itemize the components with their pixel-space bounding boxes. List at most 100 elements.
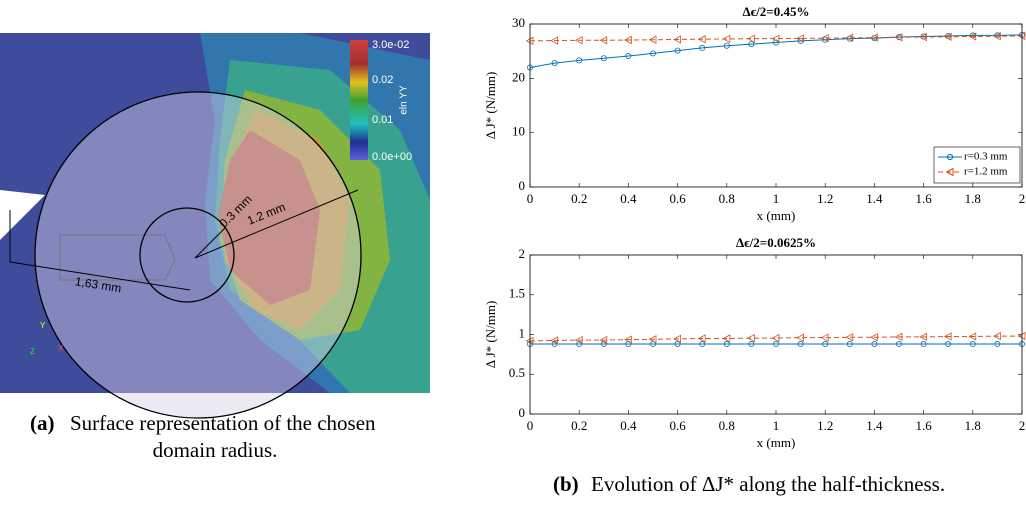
caption-label: (a) xyxy=(30,411,55,435)
marker xyxy=(699,44,706,51)
marker xyxy=(845,33,854,43)
marker xyxy=(797,341,804,348)
marker xyxy=(576,341,583,348)
y-tick-label: 0.5 xyxy=(509,365,525,380)
caption-text: Evolution of ΔJ* along the half-thicknes… xyxy=(591,472,945,496)
marker xyxy=(673,35,681,44)
marker xyxy=(969,341,976,348)
notch xyxy=(0,190,45,240)
caption-text: Surface representation of the chosen xyxy=(70,411,376,435)
x-tick-label: 1 xyxy=(773,418,780,433)
marker xyxy=(846,341,853,348)
colorbar-title: eln YY xyxy=(399,85,410,115)
marker xyxy=(870,33,878,42)
contour-red xyxy=(218,130,320,305)
y-tick-label: 10 xyxy=(512,124,525,139)
legend-marker xyxy=(945,167,954,177)
marker xyxy=(820,33,829,43)
x-axis-label: x (mm) xyxy=(757,208,796,223)
marker xyxy=(697,35,706,44)
marker xyxy=(993,331,1001,341)
series-line xyxy=(529,335,1022,342)
marker xyxy=(722,34,731,44)
marker xyxy=(723,42,730,49)
y-tick-label: 1 xyxy=(519,325,526,340)
legend-label: r=0.3 mm xyxy=(964,151,1008,163)
x-tick-label: 1.4 xyxy=(866,191,883,206)
marker xyxy=(968,332,977,341)
y-axis-label: Δ J* (N/mm) xyxy=(483,301,498,369)
x-tick-label: 0.6 xyxy=(669,418,686,433)
y-tick-label: 0 xyxy=(519,405,526,420)
series-line xyxy=(529,34,1023,68)
marker xyxy=(673,334,681,344)
marker xyxy=(871,341,878,348)
marker xyxy=(723,341,730,348)
marker xyxy=(576,57,583,64)
x-tick-label: 1.8 xyxy=(965,418,981,433)
legend-label: r=1.2 mm xyxy=(964,166,1008,178)
dimension-line xyxy=(9,261,191,291)
marker xyxy=(648,335,657,344)
x-tick-label: 2 xyxy=(1019,418,1026,433)
x-tick-label: 0 xyxy=(527,191,534,206)
x-tick-label: 1.6 xyxy=(915,418,932,433)
x-tick-label: 0.4 xyxy=(620,418,637,433)
marker xyxy=(699,341,706,348)
x-tick-label: 0.4 xyxy=(620,191,637,206)
colorbar xyxy=(350,40,368,160)
marker xyxy=(993,32,1001,41)
x-tick-label: 1.4 xyxy=(866,418,883,433)
marker xyxy=(894,33,903,42)
fem-image: 3.0e-02 0.02 0.01 0.0e+00 eln YY 0.3 mm … xyxy=(0,33,430,419)
y-tick-label: 30 xyxy=(512,15,525,30)
triad-label: Z xyxy=(30,347,35,356)
marker xyxy=(943,332,952,341)
marker xyxy=(771,34,780,43)
marker xyxy=(773,341,780,348)
marker xyxy=(748,41,755,48)
marker xyxy=(919,332,927,342)
triad-label: Y xyxy=(40,321,46,330)
x-tick-label: 1.2 xyxy=(817,191,833,206)
marker xyxy=(796,333,804,342)
marker xyxy=(674,47,681,54)
marker xyxy=(574,36,583,45)
marker xyxy=(894,332,903,342)
caption-label: (b) xyxy=(553,472,579,496)
colorbar-label: 3.0e-02 xyxy=(372,39,409,51)
x-tick-label: 0.8 xyxy=(719,418,735,433)
y-tick-label: 0 xyxy=(519,178,526,193)
dimension-line xyxy=(194,189,359,259)
marker xyxy=(822,341,829,348)
marker xyxy=(773,39,780,46)
marker xyxy=(600,55,607,62)
marker xyxy=(919,32,927,42)
marker xyxy=(625,53,632,60)
x-tick-label: 0.2 xyxy=(571,191,587,206)
colorbar-label: 0.01 xyxy=(372,114,393,126)
marker xyxy=(747,333,755,343)
x-tick-label: 1.8 xyxy=(965,191,981,206)
marker xyxy=(600,341,607,348)
plot-frame xyxy=(529,254,1023,415)
x-tick-label: 1 xyxy=(773,191,780,206)
marker xyxy=(550,336,558,345)
crack-outline xyxy=(59,234,176,281)
x-tick-label: 0.2 xyxy=(571,418,587,433)
x-tick-label: 1.2 xyxy=(817,418,833,433)
x-tick-label: 2 xyxy=(1019,191,1026,206)
marker xyxy=(697,334,706,343)
marker xyxy=(550,36,558,45)
marker xyxy=(599,335,608,345)
y-tick-label: 1.5 xyxy=(509,286,525,301)
marker xyxy=(674,341,681,348)
series-line xyxy=(529,35,1023,42)
marker xyxy=(624,335,632,344)
marker xyxy=(870,333,878,342)
colorbar-label: 0.0e+00 xyxy=(372,151,412,163)
plot-frame xyxy=(529,23,1023,188)
marker xyxy=(747,34,755,43)
x-tick-label: 0.6 xyxy=(669,191,686,206)
